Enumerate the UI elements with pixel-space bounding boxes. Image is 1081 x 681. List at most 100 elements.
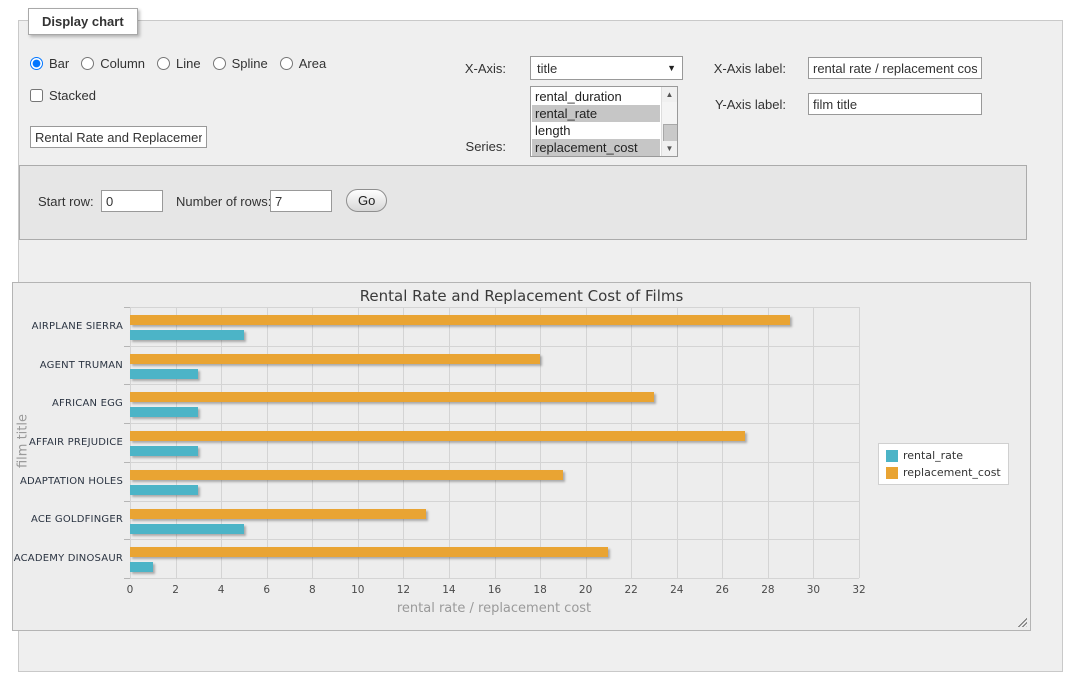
legend-item-replacement_cost[interactable]: replacement_cost: [886, 466, 1001, 479]
chart-container: Rental Rate and Replacement Cost of Film…: [12, 282, 1031, 631]
gridline-vertical: [312, 307, 313, 578]
radio-spline[interactable]: [213, 57, 226, 70]
x-tick-label: 24: [670, 584, 683, 596]
gridline-vertical: [859, 307, 860, 578]
bar-replacement_cost: [130, 547, 608, 557]
bar-rental_rate: [130, 485, 198, 495]
gridline-horizontal: [130, 539, 859, 540]
go-button[interactable]: Go: [346, 189, 387, 212]
axis-tick: [124, 307, 130, 308]
bar-replacement_cost: [130, 354, 540, 364]
x-axis-select[interactable]: title ▼: [530, 56, 683, 80]
x-tick-label: 22: [625, 584, 638, 596]
gridline-vertical: [631, 307, 632, 578]
bar-rental_rate: [130, 369, 198, 379]
legend-label: rental_rate: [903, 449, 963, 462]
radio-line[interactable]: [157, 57, 170, 70]
gridline-vertical: [495, 307, 496, 578]
resize-handle-icon[interactable]: [1016, 616, 1027, 627]
chevron-down-icon: ▼: [667, 63, 676, 73]
x-axis-label-input[interactable]: [808, 57, 982, 79]
series-option-length[interactable]: length: [532, 122, 660, 139]
legend-swatch-icon: [886, 467, 898, 479]
axis-tick: [124, 462, 130, 463]
axis-tick: [124, 384, 130, 385]
category-label: ACE GOLDFINGER: [13, 501, 123, 540]
start-row-input[interactable]: [101, 190, 163, 212]
chart-type-option-area[interactable]: Area: [280, 56, 326, 71]
x-tick-label: 32: [852, 584, 865, 596]
series-listbox[interactable]: rental_durationrental_ratelengthreplacem…: [530, 86, 678, 157]
x-tick-label: 4: [218, 584, 225, 596]
bar-rental_rate: [130, 407, 198, 417]
axis-tick: [124, 346, 130, 347]
axis-tick: [124, 578, 130, 579]
panel-legend: Display chart: [28, 8, 138, 35]
x-tick-label: 18: [533, 584, 546, 596]
gridline-horizontal: [130, 501, 859, 502]
chart-title-input[interactable]: [30, 126, 207, 148]
series-option-replacement_cost[interactable]: replacement_cost: [532, 139, 660, 156]
x-tick-label: 6: [263, 584, 270, 596]
start-row-label: Start row:: [38, 194, 94, 209]
gridline-vertical: [176, 307, 177, 578]
chart-type-option-label: Spline: [232, 56, 268, 71]
gridline-vertical: [813, 307, 814, 578]
bar-rental_rate: [130, 446, 198, 456]
radio-area[interactable]: [280, 57, 293, 70]
gridline-vertical: [221, 307, 222, 578]
gridline-vertical: [449, 307, 450, 578]
x-tick-label: 28: [761, 584, 774, 596]
scroll-down-icon[interactable]: ▼: [662, 141, 677, 156]
x-tick-label: 16: [488, 584, 501, 596]
category-label: AIRPLANE SIERRA: [13, 307, 123, 346]
scroll-up-icon[interactable]: ▲: [662, 87, 677, 102]
chart-type-option-line[interactable]: Line: [157, 56, 201, 71]
series-option-rental_rate[interactable]: rental_rate: [532, 105, 660, 122]
gridline-vertical: [267, 307, 268, 578]
gridline-vertical: [403, 307, 404, 578]
y-axis-label-input[interactable]: [808, 93, 982, 115]
legend-item-rental_rate[interactable]: rental_rate: [886, 449, 1001, 462]
series-option-rental_duration[interactable]: rental_duration: [532, 88, 660, 105]
bar-replacement_cost: [130, 431, 745, 441]
chart-type-group: Bar Column Line Spline Area: [30, 56, 334, 71]
radio-column[interactable]: [81, 57, 94, 70]
radio-bar[interactable]: [30, 57, 43, 70]
x-tick-label: 10: [351, 584, 364, 596]
gridline-vertical: [768, 307, 769, 578]
chart-title: Rental Rate and Replacement Cost of Film…: [13, 287, 1030, 305]
axis-tick: [124, 501, 130, 502]
x-tick-label: 20: [579, 584, 592, 596]
chart-type-option-label: Area: [299, 56, 326, 71]
axis-tick: [124, 423, 130, 424]
series-select-label: Series:: [446, 139, 506, 154]
category-label: ACADEMY DINOSAUR: [13, 539, 123, 578]
x-tick-label: 12: [397, 584, 410, 596]
x-axis-select-label: X-Axis:: [446, 61, 506, 76]
x-tick-label: 26: [716, 584, 729, 596]
num-rows-label: Number of rows:: [176, 194, 271, 209]
chart-type-option-spline[interactable]: Spline: [213, 56, 268, 71]
series-scrollbar[interactable]: ▲ ▼: [661, 87, 677, 156]
y-axis-title: film title: [16, 414, 31, 468]
chart-type-option-column[interactable]: Column: [81, 56, 145, 71]
gridline-horizontal: [130, 307, 859, 308]
bar-replacement_cost: [130, 509, 426, 519]
x-axis-title: rental rate / replacement cost: [397, 601, 591, 616]
x-axis-label-label: X-Axis label:: [700, 61, 786, 76]
chart-type-option-label: Bar: [49, 56, 69, 71]
row-range-panel: Start row: Number of rows: Go: [19, 165, 1027, 240]
plot-area: [130, 307, 859, 578]
gridline-vertical: [358, 307, 359, 578]
gridline-horizontal: [130, 346, 859, 347]
gridline-horizontal: [130, 578, 859, 579]
stacked-checkbox[interactable]: [30, 89, 43, 102]
chart-type-option-bar[interactable]: Bar: [30, 56, 69, 71]
gridline-vertical: [540, 307, 541, 578]
legend-swatch-icon: [886, 450, 898, 462]
num-rows-input[interactable]: [270, 190, 332, 212]
chart-type-option-label: Column: [100, 56, 145, 71]
stacked-option[interactable]: Stacked: [30, 88, 96, 103]
x-tick-label: 14: [442, 584, 455, 596]
